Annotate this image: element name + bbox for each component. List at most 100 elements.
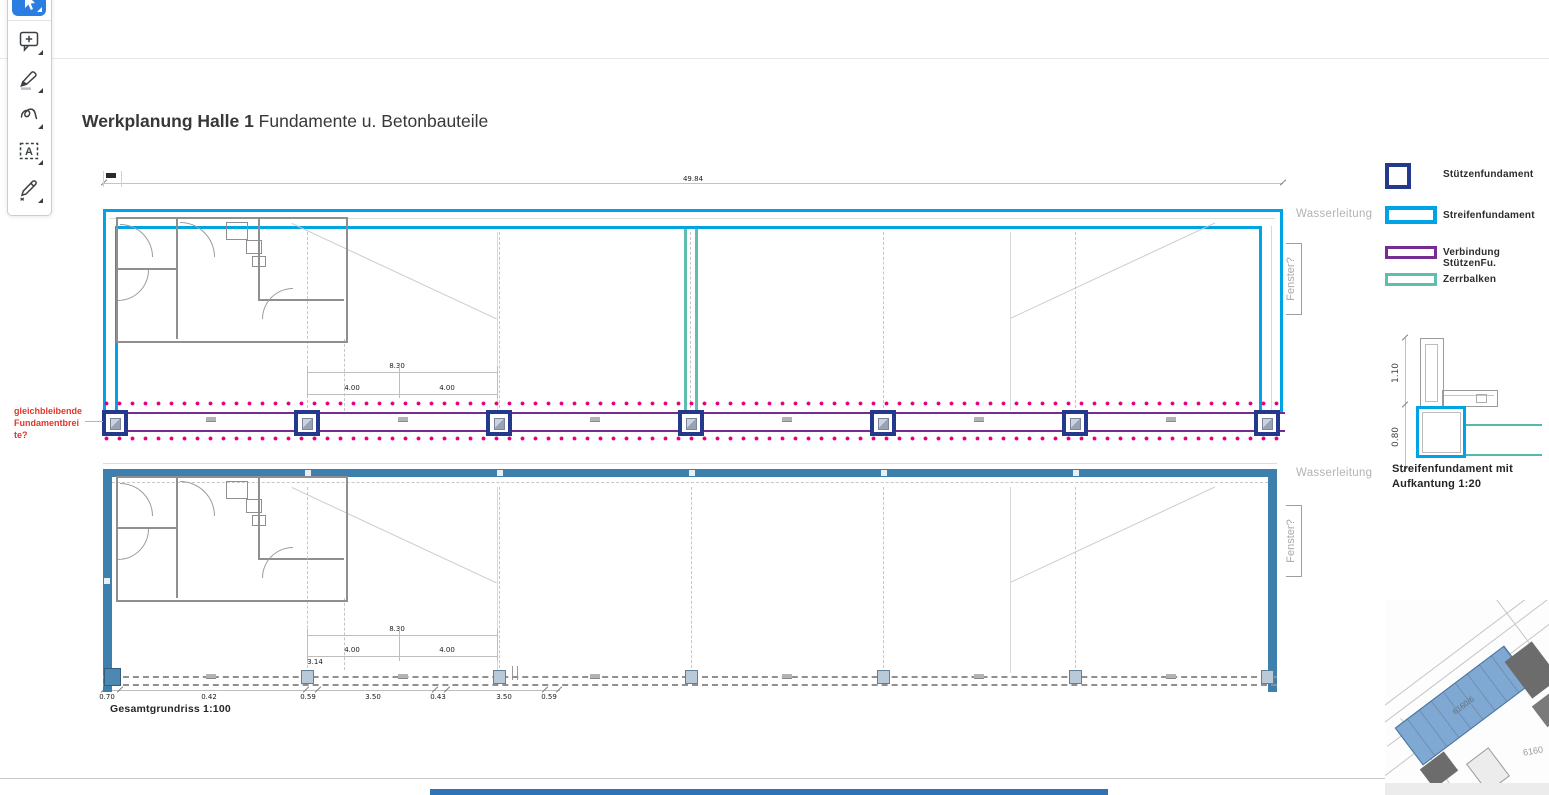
wall-line bbox=[1271, 226, 1272, 412]
detail-slab-block bbox=[1476, 394, 1487, 403]
rebar-dots-row bbox=[103, 400, 1285, 407]
fenster-bracket bbox=[1286, 243, 1301, 244]
column-marker bbox=[877, 670, 890, 684]
grid-line bbox=[499, 232, 500, 408]
parcel-number: 6160/6 bbox=[1451, 694, 1476, 717]
chrome-divider bbox=[0, 58, 1549, 59]
dim-line bbox=[307, 372, 497, 373]
red-annotation: gleichbleibende Fundamentbrei te? bbox=[14, 405, 82, 441]
streifenfundament-right-outer bbox=[1280, 209, 1283, 413]
tool-flyout-arrow bbox=[38, 160, 43, 165]
fenster-bracket bbox=[1286, 314, 1301, 315]
legend-swatch-streifenfundament bbox=[1385, 206, 1437, 224]
stuetzenfundament-marker bbox=[678, 410, 704, 436]
highlighter-icon bbox=[20, 71, 37, 90]
fixture bbox=[252, 515, 266, 526]
text-selection-icon: A bbox=[19, 142, 39, 160]
detail-teal-line bbox=[1466, 454, 1542, 456]
tool-flyout-arrow bbox=[37, 7, 42, 12]
comment-plus-icon bbox=[19, 31, 39, 52]
fill-and-sign-tool-button[interactable] bbox=[11, 171, 47, 207]
room-outline bbox=[116, 476, 348, 602]
intermediate-column-mark bbox=[206, 417, 216, 422]
grid-line bbox=[344, 339, 345, 411]
dim-line bbox=[103, 690, 560, 691]
tool-flyout-arrow bbox=[38, 50, 43, 55]
detail-slab-line bbox=[1444, 395, 1494, 396]
dim-ext-line bbox=[399, 629, 400, 661]
highlight-tool-button[interactable] bbox=[11, 61, 47, 97]
bracing-line bbox=[1010, 222, 1216, 319]
grid-line bbox=[691, 487, 692, 673]
column-marker bbox=[685, 670, 698, 684]
grid-line bbox=[344, 598, 345, 670]
dim-ext-line bbox=[121, 171, 122, 187]
select-text-tool-button[interactable]: A bbox=[11, 133, 47, 169]
detail-teal-line bbox=[1466, 424, 1542, 426]
foundation-dashed-line bbox=[103, 684, 1277, 686]
detail-caption-line1: Streifenfundament mit bbox=[1392, 463, 1513, 475]
detail-caption-line2: Aufkantung 1:20 bbox=[1392, 478, 1482, 490]
dim-830: 8.30 bbox=[389, 625, 405, 633]
parcel-number-right: 6160 bbox=[1522, 744, 1544, 758]
room-wall bbox=[116, 527, 176, 529]
stuetzenfundament-marker bbox=[1062, 410, 1088, 436]
fenster-bracket bbox=[1286, 505, 1301, 506]
wall-notch bbox=[881, 470, 887, 476]
page-title-bold: Werkplanung Halle 1 bbox=[82, 111, 254, 131]
add-comment-tool-button[interactable] bbox=[11, 23, 47, 59]
room-wall bbox=[258, 476, 260, 560]
room-wall bbox=[176, 217, 178, 339]
tool-flyout-arrow bbox=[38, 198, 43, 203]
column-marker bbox=[493, 670, 506, 684]
detail-dim-110: 1.10 bbox=[1391, 362, 1402, 384]
dim-ext-line bbox=[103, 171, 104, 187]
column-marker bbox=[301, 670, 314, 684]
stuetzenfundament-marker bbox=[294, 410, 320, 436]
grid-line bbox=[307, 487, 308, 673]
stuetzenfundament-marker bbox=[870, 410, 896, 436]
draw-freehand-tool-button[interactable] bbox=[11, 97, 47, 133]
fenster-label: Fenster? bbox=[1285, 257, 1297, 301]
dim-400b: 4.00 bbox=[439, 646, 455, 654]
stuetzenfundament-marker bbox=[486, 410, 512, 436]
streifenfundament-left-outer bbox=[103, 209, 106, 413]
rebar-dots-row bbox=[103, 435, 1285, 442]
fenster-bracket bbox=[1286, 576, 1301, 577]
intermediate-column-mark bbox=[206, 674, 216, 679]
fixture bbox=[246, 240, 262, 254]
bottom-dim: 0.70 bbox=[99, 693, 115, 701]
annotation-toolbar: A bbox=[7, 0, 52, 216]
dim-ext-line bbox=[307, 629, 308, 661]
legend-label: Stützenfundament bbox=[1443, 169, 1534, 180]
streifenfundament-right-inner bbox=[1259, 226, 1262, 413]
site-plan: 6160/6 6160 bbox=[1385, 600, 1549, 795]
room-wall bbox=[258, 558, 344, 560]
next-page-edge-line bbox=[430, 789, 1108, 795]
wasserleitung-label: Wasserleitung bbox=[1296, 208, 1373, 220]
select-tool-button[interactable] bbox=[12, 0, 46, 16]
legend-swatch-zerrbalken bbox=[1385, 273, 1437, 286]
room-wall bbox=[258, 217, 260, 301]
detail-dim-080: 0.80 bbox=[1391, 426, 1402, 448]
dim-400a: 4.00 bbox=[344, 384, 360, 392]
inner-dashed-line bbox=[112, 482, 1268, 483]
wasserleitung-label: Wasserleitung bbox=[1296, 467, 1373, 479]
wall-line bbox=[109, 218, 1275, 219]
grid-line bbox=[1010, 232, 1011, 410]
intermediate-column-mark bbox=[974, 417, 984, 422]
fenster-label: Fenster? bbox=[1285, 519, 1297, 563]
column-marker bbox=[1261, 670, 1274, 684]
stuetzenfundament-marker bbox=[1254, 410, 1280, 436]
tiny-dim-mark bbox=[106, 173, 116, 178]
fenster-bracket bbox=[1301, 243, 1302, 315]
streifenfundament-top-outer bbox=[103, 209, 1283, 212]
detail-foundation-inner bbox=[1422, 412, 1461, 453]
dim-line bbox=[307, 635, 497, 636]
wall-notch bbox=[305, 470, 311, 476]
legend-swatch-verbindung bbox=[1385, 246, 1437, 259]
bottom-dim: 0.42 bbox=[201, 693, 217, 701]
intermediate-column-mark bbox=[590, 417, 600, 422]
intermediate-column-mark bbox=[1166, 674, 1176, 679]
